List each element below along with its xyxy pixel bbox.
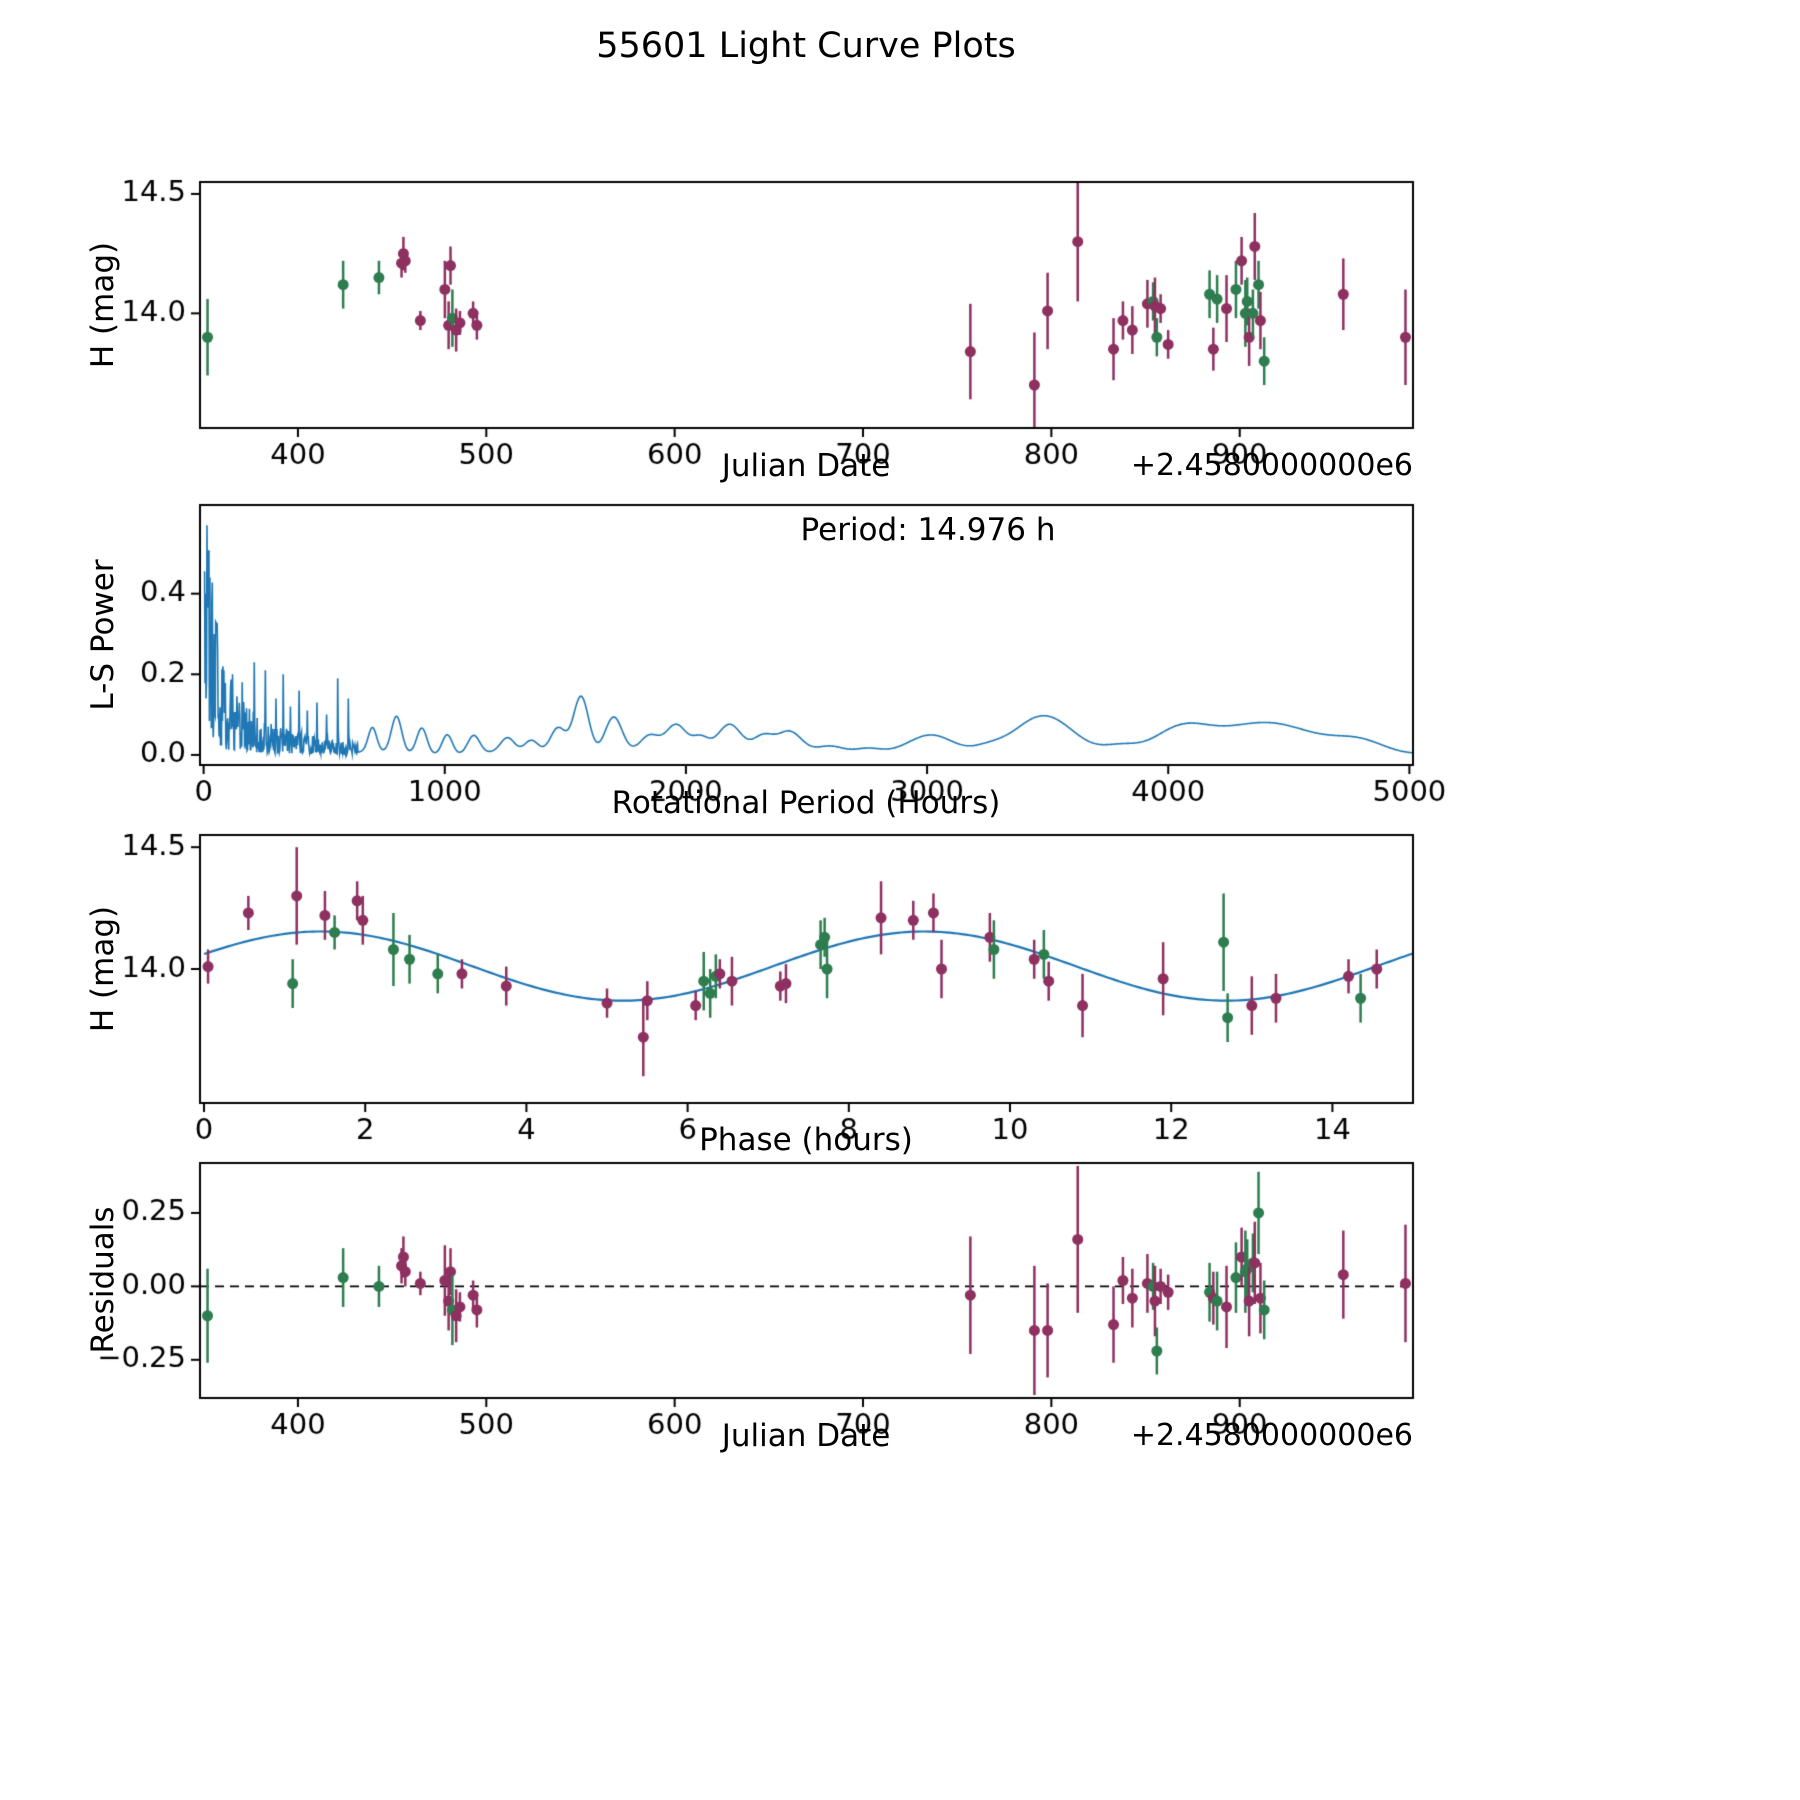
residuals-x-offset: +2.4580000000e6	[1130, 1418, 1413, 1453]
lightcurve-ylabel: H (mag)	[85, 241, 121, 369]
periodogram-ylabel: L-S Power	[85, 559, 121, 711]
residuals-xlabel: Julian Date	[721, 1418, 891, 1454]
periodogram-xlabel: Rotational Period (Hours)	[611, 785, 1001, 821]
lightcurve-xlabel: Julian Date	[721, 448, 891, 484]
phased-xlabel: Phase (hours)	[699, 1122, 913, 1158]
residuals-ylabel: Residuals	[85, 1206, 121, 1354]
lightcurve-x-offset: +2.4580000000e6	[1130, 448, 1413, 483]
figure-title: 55601 Light Curve Plots	[596, 26, 1016, 66]
period-annotation: Period: 14.976 h	[800, 512, 1056, 548]
phased-ylabel: H (mag)	[85, 905, 121, 1033]
